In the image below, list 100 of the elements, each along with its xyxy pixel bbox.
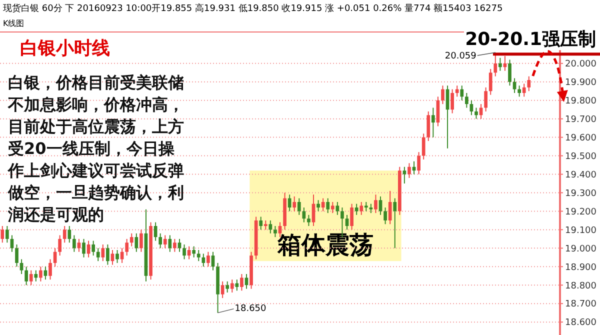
y-tick-label: 19.300 [565,188,597,199]
y-tick-label: 19.700 [565,114,597,125]
candlestick [364,201,368,212]
candlestick [125,238,129,256]
candlestick [464,92,468,108]
annotation: 白银，价格目前受美联储不加息影响，价格冲高，目前处于高位震荡，上方受20一线压制，今日操作上剑心建议可尝试反弹做空，一旦趋势确认，利润还是可观的 [7,73,184,224]
y-tick-label: 19.400 [565,170,597,180]
candlestick [48,258,52,280]
candlestick [264,220,268,230]
candlestick [101,244,105,262]
candlestick [110,250,114,266]
candlestick [393,198,397,249]
candlestick [230,279,234,294]
candlestick [369,203,373,214]
y-tick-label: 18.700 [565,300,597,310]
candlestick [450,88,454,114]
candlestick [140,229,143,252]
candlestick [62,225,66,244]
text: K线图 [3,19,24,28]
candlestick [302,207,306,223]
candlestick [498,57,502,72]
candlestick [173,238,176,252]
candlestick [259,216,263,230]
candlestick [68,225,72,244]
candlestick [345,214,349,230]
candlestick [72,234,76,252]
candlestick [455,85,459,98]
candlestick [518,85,521,98]
y-tick-label: 18.600 [565,318,597,328]
chart-title: 白银小时线 [20,38,110,59]
candlestick [163,234,167,249]
candlestick [330,201,334,214]
candlestick [488,68,492,96]
candlestick [426,110,430,142]
candlestick [206,251,210,268]
candlestick [24,266,28,286]
candlestick [360,201,364,216]
candlestick [297,198,301,216]
candlestick [226,280,230,294]
y-tick-label: 19.000 [565,244,597,254]
candlestick [441,85,444,105]
candlestick [116,250,119,264]
candlestick [240,274,244,292]
candlestick [508,59,512,86]
candlestick [220,280,224,299]
annotation: 18.650 [234,304,267,314]
candlestick [196,250,200,262]
candlestick [326,198,330,214]
candlestick [202,253,206,268]
candlestick [274,225,277,238]
candlestick [350,203,354,230]
candlestick [192,246,196,258]
candlestick [474,107,478,120]
candlestick [484,86,488,112]
y-tick-label: 19.500 [565,152,597,162]
candlestick [522,83,526,98]
candlestick [512,78,516,94]
candlestick [408,162,411,178]
y-tick-label: 19.900 [565,78,597,88]
candlestick [96,248,100,262]
y-tick-label: 18.900 [565,262,597,273]
candlestick [316,200,320,212]
candlestick [92,240,96,256]
candlestick [417,152,420,175]
candlestick [134,232,138,252]
candlestick [82,238,86,258]
candlestick [527,76,531,92]
candlestick [354,203,358,216]
candlestick [244,274,248,290]
y-tick-label: 18.800 [565,281,597,292]
candlestick [120,248,124,264]
candlestick [29,270,33,286]
candlestick [158,232,162,249]
ref-line-label: 20-20.1强压制 [465,29,596,50]
y-tick-label: 19.800 [565,96,597,107]
y-tick-label: 19.600 [565,133,597,144]
candlestick [235,279,239,292]
annotation: 20.059 [444,52,477,62]
candlestick [168,234,172,252]
candlestick [470,100,474,116]
candlestick [20,258,24,275]
candlestick [58,234,62,256]
y-tick-label: 19.200 [565,207,597,218]
candlestick [402,166,406,184]
candlestick [0,225,4,244]
candlestick [292,196,296,212]
candlestick [182,244,186,260]
candlestick [34,270,38,282]
chart-subtitle: 现货白银 60分 下 20160923 10:00开19.855 高19.931 低19.850 收19.915 涨 +0.051 0.26% 量774 额15403 16275 [3,3,503,14]
candlestick [106,244,110,266]
candlestick [130,232,134,247]
y-tick-label: 20.000 [565,60,597,70]
candlestick [431,107,435,138]
candlestick [15,244,18,268]
candlestick [321,198,325,212]
candlestick [307,214,310,226]
candlestick [460,85,464,101]
candlestick [39,266,42,282]
band-label: 箱体震荡 [276,231,374,260]
candlestick [312,194,316,226]
